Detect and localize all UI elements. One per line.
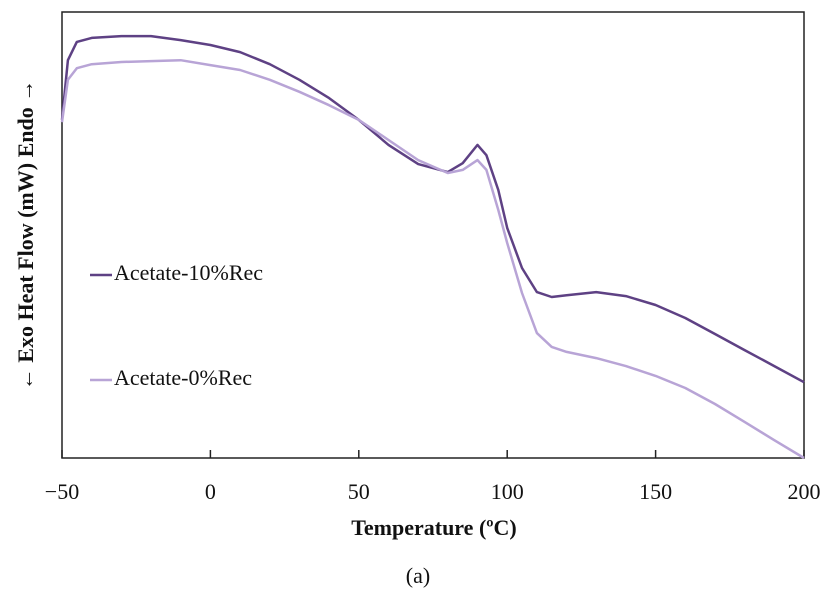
data-line (60, 34, 805, 384)
x-tick-label: 200 (788, 479, 821, 504)
legend-label: Acetate-0%Rec (114, 365, 252, 390)
legend-label: Acetate-10%Rec (114, 260, 263, 285)
x-axis-label: Temperature (ºC) (351, 515, 517, 540)
x-tick-label: 100 (491, 479, 524, 504)
plot-frame (61, 11, 805, 459)
y-axis-label: ← Exo Heat Flow (mW) Endo → (13, 80, 38, 390)
caption: (a) (406, 563, 430, 588)
x-tick-label: 50 (348, 479, 370, 504)
data-line (60, 58, 805, 460)
x-tick-label: 0 (205, 479, 216, 504)
x-tick-label: −50 (45, 479, 79, 504)
x-tick-label: 150 (639, 479, 672, 504)
